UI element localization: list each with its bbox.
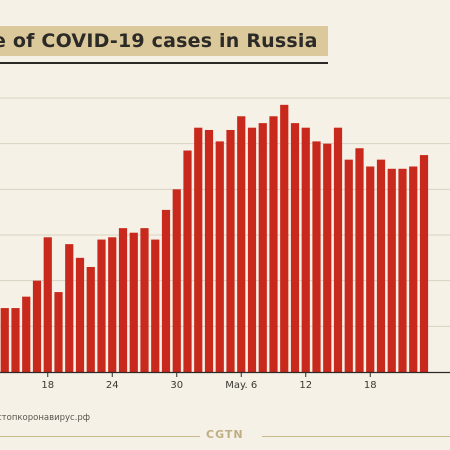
bar (194, 127, 203, 372)
bar (290, 123, 300, 372)
x-tick-label: 24 (106, 380, 119, 391)
x-tick-label: 12 (299, 380, 312, 391)
footer-rule (0, 436, 200, 437)
bar (387, 168, 396, 372)
bar (108, 237, 117, 372)
bar (269, 116, 278, 373)
bar (204, 129, 214, 372)
bar (86, 266, 95, 372)
bar (11, 308, 20, 372)
bars (0, 104, 429, 373)
x-tick-label: 30 (170, 380, 183, 391)
x-tick-labels: 18 24 30 May. 6 12 18 (41, 372, 377, 391)
bar (247, 127, 257, 372)
bar (43, 237, 52, 372)
bar (333, 127, 343, 372)
x-tick-label: 18 (41, 380, 54, 391)
bar (54, 292, 63, 372)
bar (215, 141, 224, 372)
bar (419, 155, 429, 372)
bar (118, 228, 128, 372)
bar (312, 141, 321, 372)
bar (97, 239, 106, 372)
bar (280, 104, 289, 372)
bar (65, 244, 74, 372)
bar (355, 148, 364, 372)
bar (32, 280, 42, 372)
chart-title: e of COVID-19 cases in Russia (0, 30, 318, 52)
x-tick-label: 18 (364, 380, 377, 391)
bar (344, 159, 353, 372)
source-note: стопкоронавирус.рф (0, 413, 91, 423)
bar (366, 166, 375, 372)
x-tick-label: May. 6 (225, 380, 257, 391)
bar (323, 143, 332, 372)
bar (237, 116, 246, 373)
grid-lines (0, 97, 450, 327)
bar (140, 228, 149, 372)
bar (398, 168, 407, 372)
bar (183, 150, 192, 372)
bar (129, 232, 138, 372)
footer-rule (262, 436, 450, 437)
bar (409, 166, 418, 372)
bar (75, 257, 85, 372)
title-band (0, 26, 328, 56)
bar (258, 123, 267, 372)
title-divider (0, 62, 328, 64)
bar (161, 209, 171, 372)
bar (226, 129, 235, 372)
bar (151, 239, 160, 372)
cgtn-logo: CGTN (206, 428, 244, 441)
bar (301, 127, 310, 372)
bar (22, 296, 31, 372)
bar (0, 308, 9, 372)
bar (172, 189, 181, 372)
bar (376, 159, 386, 372)
